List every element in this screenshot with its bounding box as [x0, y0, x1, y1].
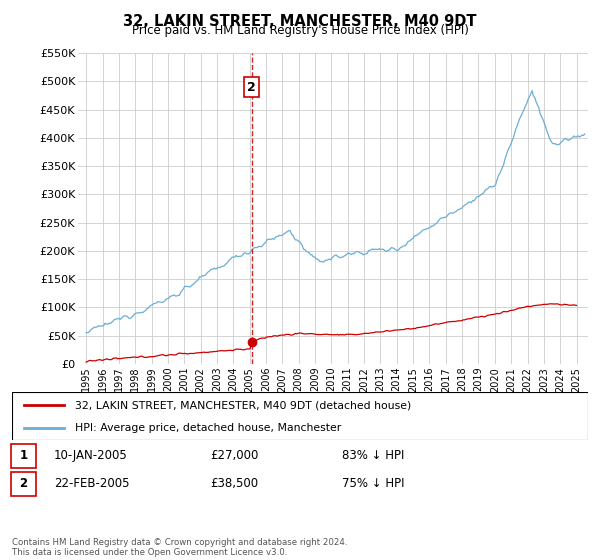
Text: £38,500: £38,500 — [210, 477, 258, 491]
Text: 22-FEB-2005: 22-FEB-2005 — [54, 477, 130, 491]
Text: 83% ↓ HPI: 83% ↓ HPI — [342, 449, 404, 463]
Text: 75% ↓ HPI: 75% ↓ HPI — [342, 477, 404, 491]
Text: 10-JAN-2005: 10-JAN-2005 — [54, 449, 128, 463]
FancyBboxPatch shape — [12, 392, 588, 440]
Text: 1: 1 — [19, 449, 28, 463]
Text: 2: 2 — [19, 477, 28, 491]
Text: Contains HM Land Registry data © Crown copyright and database right 2024.
This d: Contains HM Land Registry data © Crown c… — [12, 538, 347, 557]
Text: Price paid vs. HM Land Registry's House Price Index (HPI): Price paid vs. HM Land Registry's House … — [131, 24, 469, 37]
Text: £27,000: £27,000 — [210, 449, 259, 463]
Text: 32, LAKIN STREET, MANCHESTER, M40 9DT (detached house): 32, LAKIN STREET, MANCHESTER, M40 9DT (d… — [76, 400, 412, 410]
Text: 2: 2 — [247, 81, 256, 94]
Text: HPI: Average price, detached house, Manchester: HPI: Average price, detached house, Manc… — [76, 423, 341, 433]
Text: 32, LAKIN STREET, MANCHESTER, M40 9DT: 32, LAKIN STREET, MANCHESTER, M40 9DT — [123, 14, 477, 29]
